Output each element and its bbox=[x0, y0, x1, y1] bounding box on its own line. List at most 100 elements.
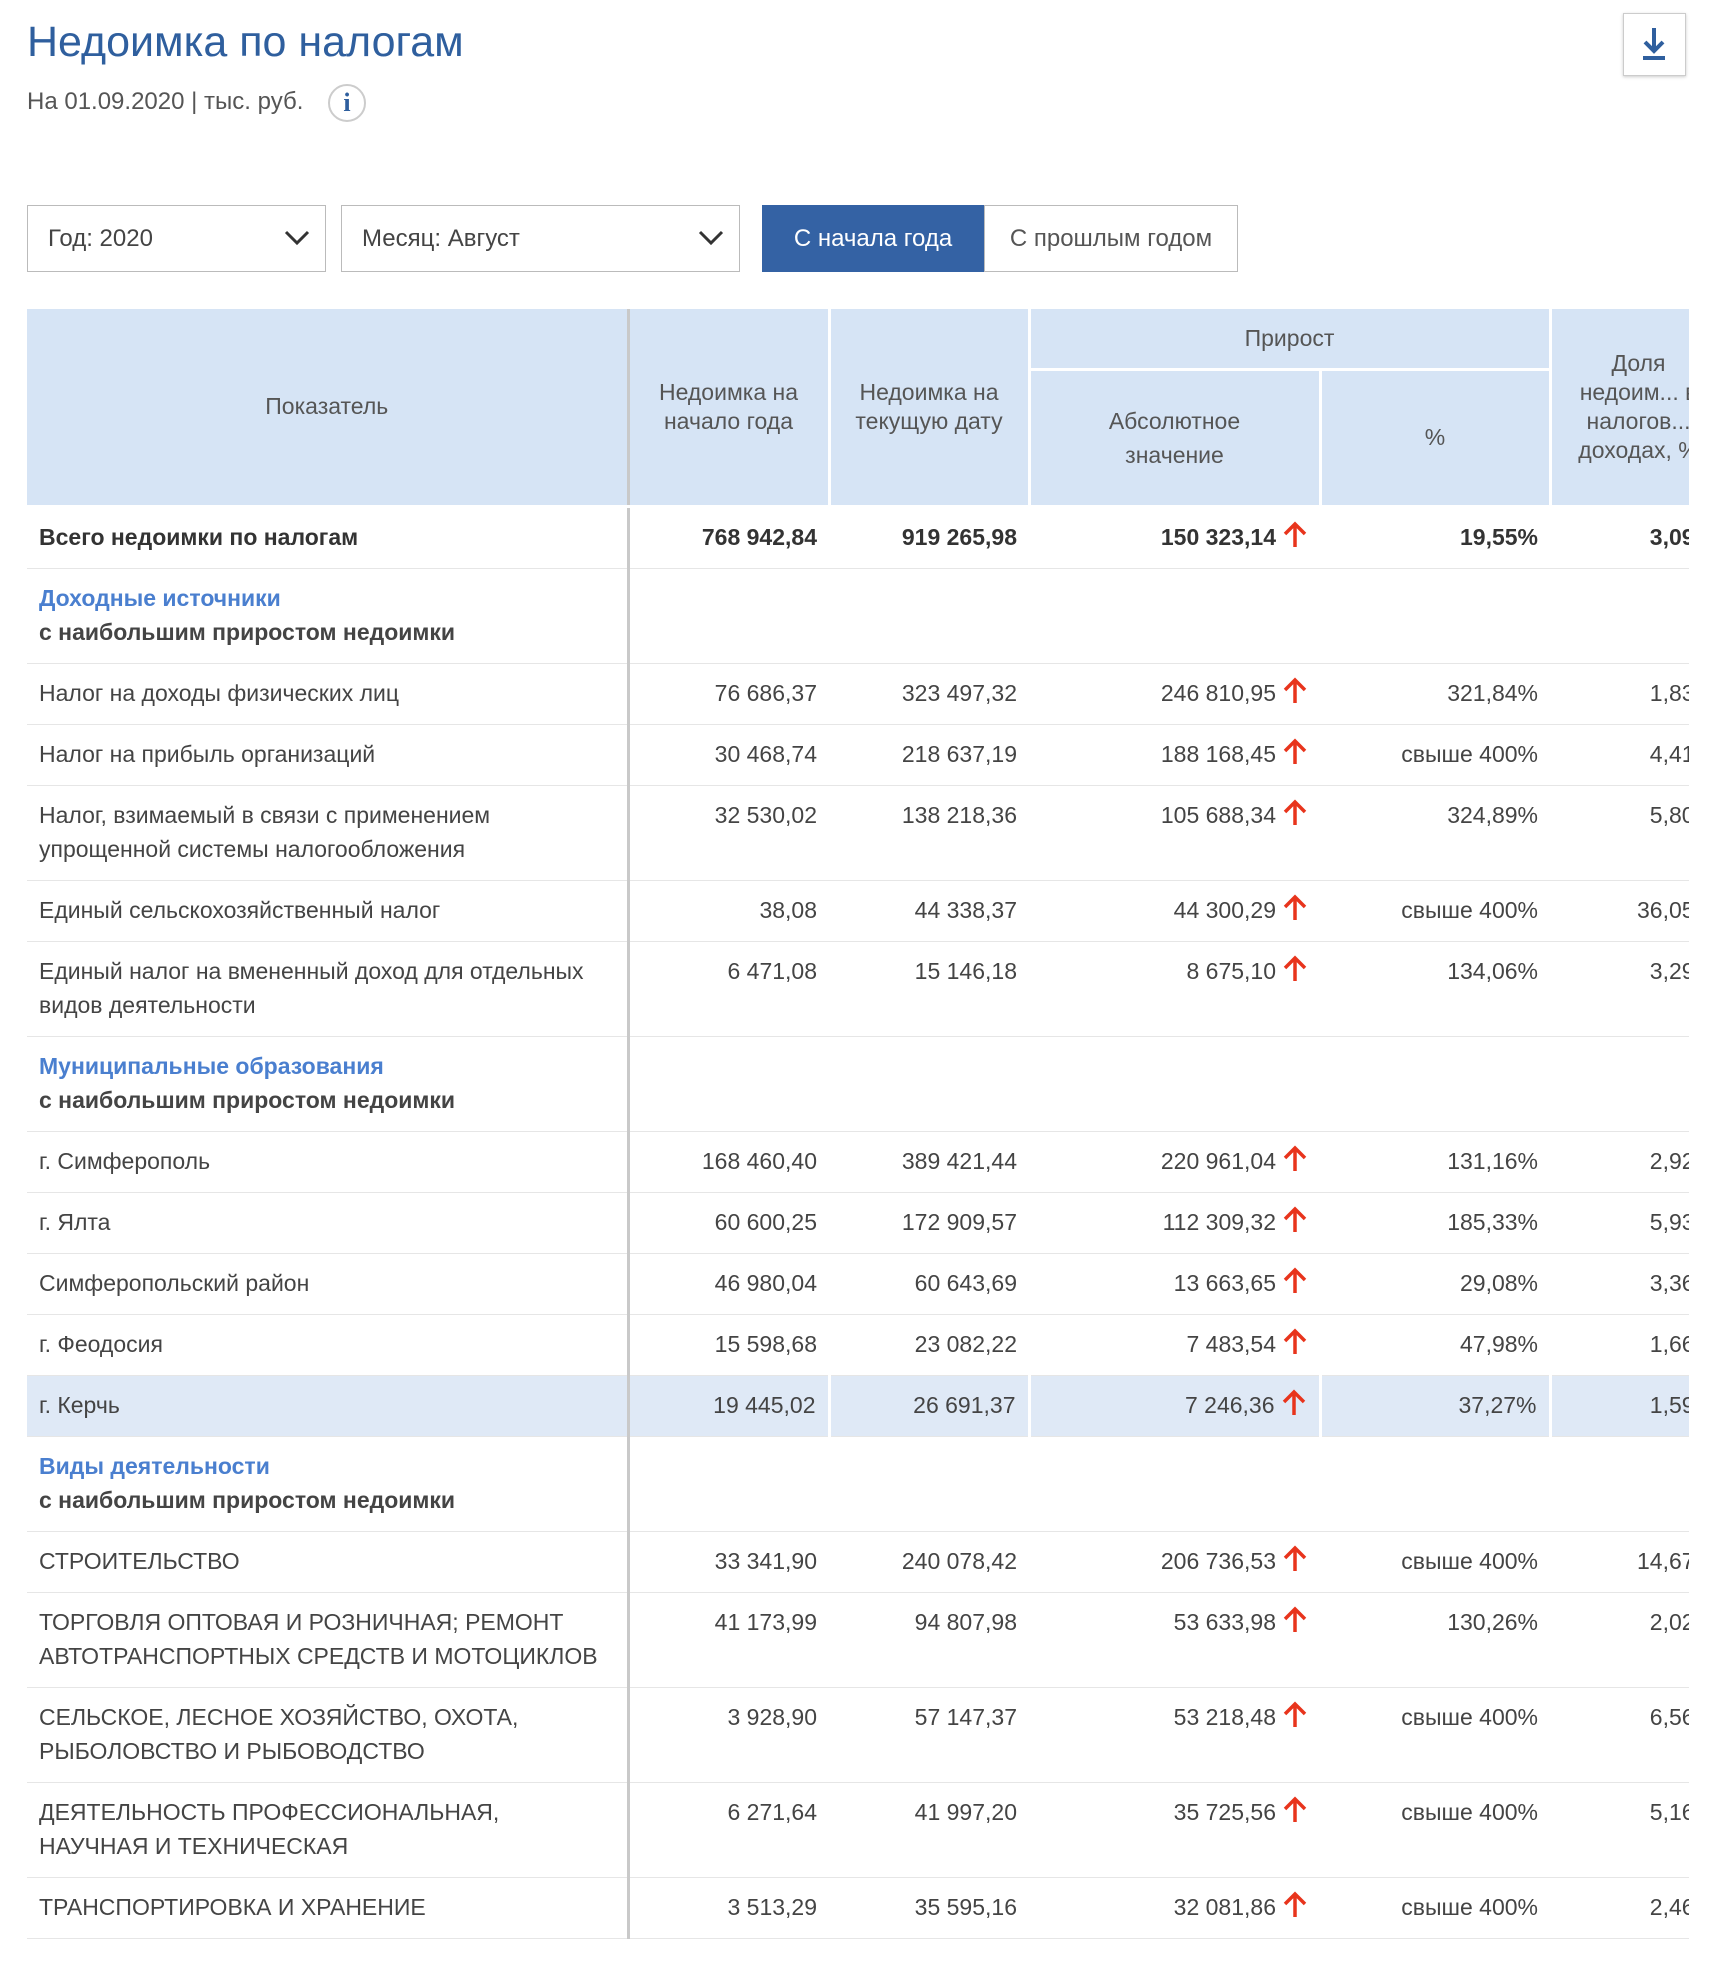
abs-text: 206 736,53 bbox=[1160, 1547, 1276, 1574]
row-name: СТРОИТЕЛЬСТВО bbox=[27, 1531, 630, 1593]
table-row: Единый сельскохозяйственный налог 38,08 44… bbox=[27, 880, 1689, 942]
pct-text: 321,84% bbox=[1447, 679, 1539, 706]
group-cell: Виды деятельности с наибольшим приростом … bbox=[27, 1436, 630, 1532]
table-row: Налог, взимаемый в связи с применением у… bbox=[27, 785, 1689, 881]
start-text: 6 271,64 bbox=[727, 1798, 817, 1825]
current-text: 138 218,36 bbox=[901, 801, 1017, 828]
abs: 44 300,29 bbox=[1029, 880, 1320, 942]
share-text: 3,29% bbox=[1649, 957, 1689, 984]
start-text: 768 942,84 bbox=[701, 523, 817, 550]
up-arrow bbox=[1283, 894, 1307, 920]
row-name-text: ТОРГОВЛЯ ОПТОВАЯ И РОЗНИЧНАЯ; РЕМОНТ АВТ… bbox=[39, 1608, 598, 1669]
row-name: Единый сельскохозяйственный налог bbox=[27, 880, 630, 942]
table-row: Налог на прибыль организаций 30 468,74 218… bbox=[27, 724, 1689, 786]
up-arrow bbox=[1283, 1891, 1307, 1917]
abs-text: 7 246,36 bbox=[1184, 1391, 1275, 1418]
current-text: 240 078,42 bbox=[901, 1547, 1017, 1574]
pct-text: свыше 400% bbox=[1401, 740, 1539, 767]
up-arrow bbox=[1283, 1701, 1307, 1727]
abs: 105 688,34 bbox=[1029, 785, 1320, 881]
pct-text: 47,98% bbox=[1460, 1330, 1539, 1357]
table-row: Всего недоимки по налогам 768 942,84 919 2… bbox=[27, 506, 1689, 569]
share: 5,16% bbox=[1550, 1782, 1689, 1878]
share: 5,80% bbox=[1550, 785, 1689, 881]
row-name-text: г. Феодосия bbox=[39, 1330, 163, 1357]
abs-text: 246 810,95 bbox=[1160, 679, 1276, 706]
share: 14,67% bbox=[1550, 1531, 1689, 1593]
table-body: Всего недоимки по налогам 768 942,84 919 2… bbox=[27, 506, 1689, 1939]
col-header: Абсолютное значение bbox=[1027, 369, 1322, 508]
pct-text: 29,08% bbox=[1460, 1269, 1539, 1296]
share: 3,36% bbox=[1550, 1253, 1689, 1315]
current-text: 41 997,20 bbox=[914, 1798, 1017, 1825]
abs-text: 150 323,14 bbox=[1160, 523, 1276, 550]
table-row: ТОРГОВЛЯ ОПТОВАЯ И РОЗНИЧНАЯ; РЕМОНТ АВТ… bbox=[27, 1592, 1689, 1688]
abs: 150 323,14 bbox=[1029, 506, 1320, 569]
row-name-text: Единый сельскохозяйственный налог bbox=[39, 896, 441, 923]
share: 1,59% bbox=[1548, 1375, 1689, 1437]
pct: 324,89% bbox=[1320, 785, 1551, 881]
share: 6,56% bbox=[1550, 1687, 1689, 1783]
current: 138 218,36 bbox=[829, 785, 1029, 881]
col-header: Недоимка на начало года bbox=[626, 309, 831, 508]
pct: свыше 400% bbox=[1320, 1531, 1551, 1593]
table-row: Единый налог на вмененный доход для отде… bbox=[27, 941, 1689, 1037]
pct-text: 185,33% bbox=[1447, 1208, 1539, 1235]
start: 46 980,04 bbox=[628, 1253, 829, 1315]
current-text: 35 595,16 bbox=[914, 1893, 1017, 1920]
abs: 246 810,95 bbox=[1029, 663, 1320, 725]
group-title: Виды деятельности bbox=[39, 1452, 270, 1479]
group-title: Доходные источники bbox=[39, 584, 281, 611]
toggle-ytd[interactable]: С начала года bbox=[762, 205, 984, 272]
row-name: Налог на доходы физических лиц bbox=[27, 663, 630, 725]
group-subtitle: с наибольшим приростом недоимки bbox=[39, 1086, 456, 1113]
abs-text: 35 725,56 bbox=[1173, 1798, 1276, 1825]
row-name-text: г. Керчь bbox=[39, 1391, 120, 1418]
start-text: 46 980,04 bbox=[714, 1269, 817, 1296]
current-text: 172 909,57 bbox=[901, 1208, 1017, 1235]
current-text: 218 637,19 bbox=[901, 740, 1017, 767]
download-button[interactable] bbox=[1623, 13, 1686, 76]
pct-text: 134,06% bbox=[1447, 957, 1539, 984]
current: 172 909,57 bbox=[829, 1192, 1029, 1254]
group-title: Муниципальные образования bbox=[39, 1052, 384, 1079]
empty-cell bbox=[628, 568, 1689, 664]
start-text: 33 341,90 bbox=[714, 1547, 817, 1574]
share: 3,29% bbox=[1550, 941, 1689, 1037]
abs-text: 105 688,34 bbox=[1160, 801, 1276, 828]
month-select[interactable]: Месяц: Август bbox=[341, 205, 740, 272]
abs-text: 32 081,86 bbox=[1173, 1893, 1276, 1920]
toggle-prev-year[interactable]: С прошлым годом bbox=[984, 205, 1238, 272]
current: 323 497,32 bbox=[829, 663, 1029, 725]
abs: 112 309,32 bbox=[1029, 1192, 1320, 1254]
share-text: 2,46% bbox=[1649, 1893, 1689, 1920]
abs-text: 44 300,29 bbox=[1173, 896, 1276, 923]
start: 32 530,02 bbox=[628, 785, 829, 881]
abs-text: 8 675,10 bbox=[1186, 957, 1276, 984]
start-text: 19 445,02 bbox=[713, 1391, 816, 1418]
share-text: 5,80% bbox=[1649, 801, 1689, 828]
pct: свыше 400% bbox=[1320, 880, 1551, 942]
chevron bbox=[284, 230, 310, 246]
row-name: Налог на прибыль организаций bbox=[27, 724, 630, 786]
row-name-text: Налог, взимаемый в связи с применением у… bbox=[39, 801, 491, 862]
current-text: 60 643,69 bbox=[914, 1269, 1017, 1296]
table-wrap: Показатель Недоимка на начало года Недоимк… bbox=[27, 309, 1689, 1939]
table-row: Симферопольский район 46 980,04 60 643,69 1… bbox=[27, 1253, 1689, 1315]
row-name: г. Керчь bbox=[27, 1375, 630, 1437]
table-row: г. Ялта 60 600,25 172 909,57 112 309,32 185,… bbox=[27, 1192, 1689, 1254]
current: 60 643,69 bbox=[829, 1253, 1029, 1315]
share-text: 3,09% bbox=[1649, 523, 1689, 550]
row-name-text: г. Ялта bbox=[39, 1208, 111, 1235]
start-text: 3 513,29 bbox=[727, 1893, 817, 1920]
start: 15 598,68 bbox=[628, 1314, 829, 1376]
year-select[interactable]: Год: 2020 bbox=[27, 205, 326, 272]
pct-text: 19,55% bbox=[1460, 523, 1539, 550]
start-text: 41 173,99 bbox=[714, 1608, 817, 1635]
share: 4,41% bbox=[1550, 724, 1689, 786]
col-header: Прирост bbox=[1027, 309, 1552, 371]
group-subtitle: с наибольшим приростом недоимки bbox=[39, 1486, 456, 1513]
info-button[interactable]: i bbox=[328, 84, 366, 122]
row-name: ДЕЯТЕЛЬНОСТЬ ПРОФЕССИОНАЛЬНАЯ, НАУЧНАЯ И… bbox=[27, 1782, 630, 1878]
pct-text: 130,26% bbox=[1447, 1608, 1539, 1635]
